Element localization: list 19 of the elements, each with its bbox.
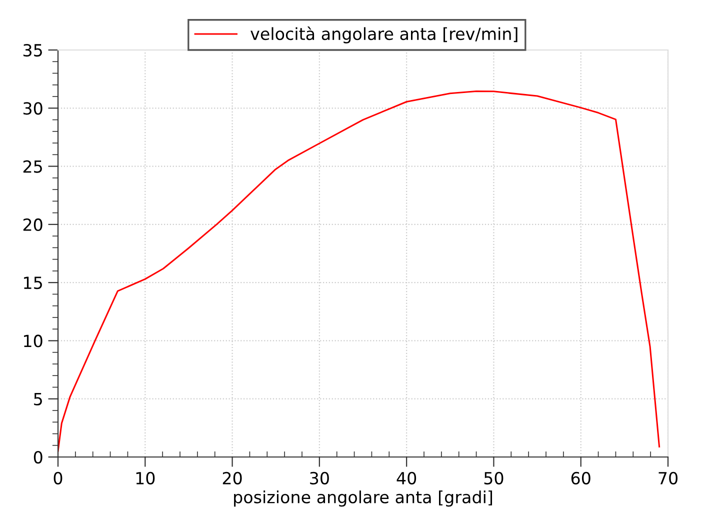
x-tick-label: 60 (571, 472, 590, 484)
y-tick-label: 10 (24, 334, 42, 348)
y-tick-label: 0 (34, 450, 42, 464)
x-tick-label: 20 (222, 472, 242, 484)
y-tick-label: 15 (24, 276, 42, 290)
x-tick-label: 0 (54, 472, 62, 484)
y-tick-label: 30 (23, 102, 42, 115)
y-tick-label: 20 (23, 218, 42, 231)
x-tick-label: 40 (396, 472, 416, 484)
y-tick-label: 5 (34, 393, 42, 406)
line-series (58, 90, 660, 452)
x-tick-label: 50 (484, 472, 504, 484)
x-tick-label: 70 (658, 472, 678, 484)
legend-label: velocità angolare anta [rev/min] (250, 26, 518, 44)
x-axis-title: posizione angolare anta [gradi] (234, 490, 492, 507)
y-tick-label: 25 (23, 160, 42, 173)
y-tick-label: 35 (23, 44, 42, 57)
x-tick-label: 30 (310, 472, 329, 484)
x-tick-label: 10 (136, 472, 155, 484)
